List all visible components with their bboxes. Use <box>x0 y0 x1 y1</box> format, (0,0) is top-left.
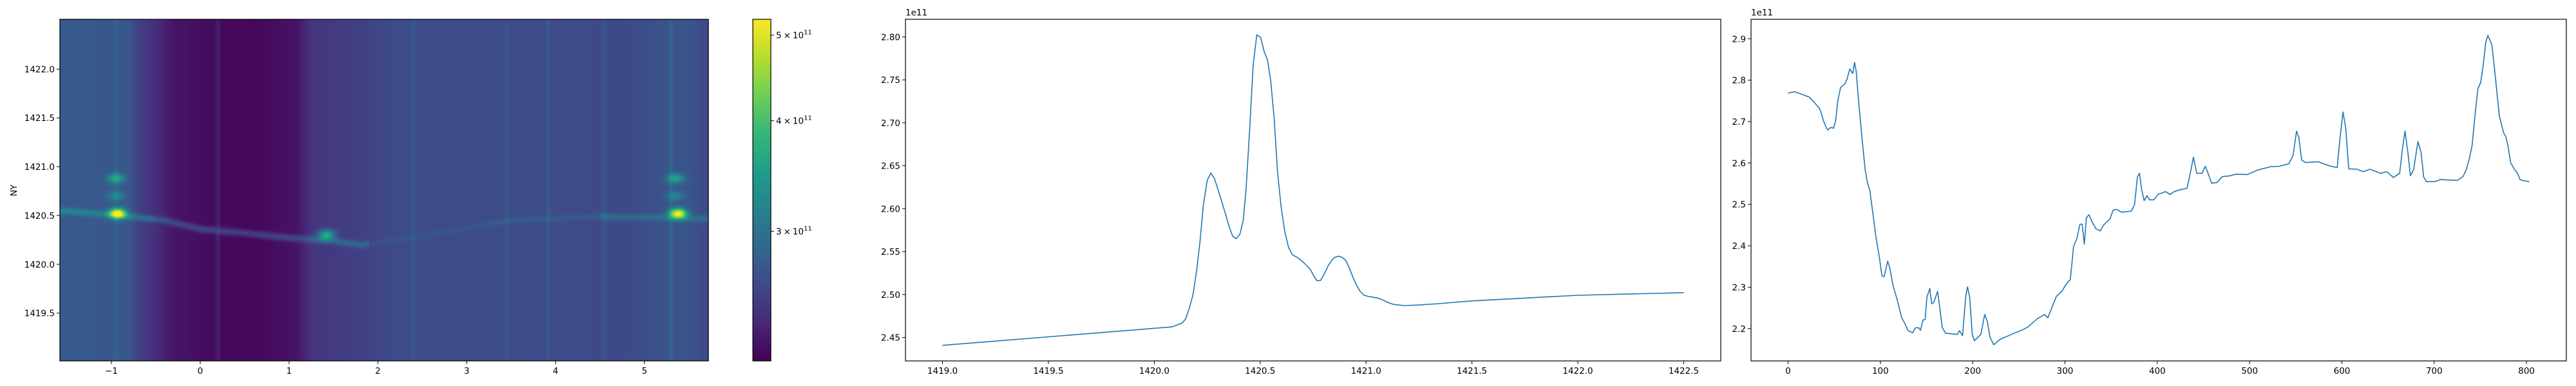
x-tick-label: 800 <box>2518 366 2535 376</box>
colorbar-tick-base: 10 <box>793 226 804 237</box>
x-tick-label: 700 <box>2426 366 2443 376</box>
x-tick-label: 1420.5 <box>1245 366 1275 376</box>
x-tick-label: −1 <box>105 366 118 376</box>
y-tick-label: 2.8 <box>1732 76 1746 86</box>
y-tick-label: 2.2 <box>1732 324 1746 335</box>
x-tick-label: 1421.5 <box>1457 366 1487 376</box>
heatmap-ylabel: NY <box>9 184 19 196</box>
y-tick-label: 2.4 <box>1732 241 1746 252</box>
y-tick-label: 2.55 <box>881 247 900 257</box>
y-tick-label: 2.65 <box>881 161 900 172</box>
x-tick-label: 500 <box>2241 366 2258 376</box>
x-tick-label: 200 <box>1964 366 1981 376</box>
y-tick-label: 2.6 <box>1732 158 1746 169</box>
colorbar-tick-mantissa: 5 <box>776 31 782 41</box>
axes-frame-0 <box>59 19 709 362</box>
colorbar-tick-mantissa: 3 <box>776 226 782 237</box>
colorbar-tick-label: 3 × 1011 <box>776 225 812 237</box>
x-tick-label: 300 <box>2057 366 2074 376</box>
x-tick-label: 2 <box>375 366 381 376</box>
x-tick-label: 4 <box>553 366 558 376</box>
axes-frame-1 <box>905 19 1721 362</box>
x-tick-label: 100 <box>1872 366 1889 376</box>
x-tick-label: 5 <box>641 366 647 376</box>
colorbar-tick-exponent: 11 <box>804 225 812 232</box>
colorbar-tick-base: 10 <box>793 116 804 127</box>
y-tick-label: 2.80 <box>881 32 900 42</box>
offset-text: 1e11 <box>1751 8 1773 18</box>
y-tick-label: 2.3 <box>1732 282 1746 293</box>
x-tick-label: 1422.0 <box>1562 366 1593 376</box>
series-line-2 <box>1788 35 2530 345</box>
y-tick-label: 1420.0 <box>24 260 55 270</box>
x-tick-label: 1422.5 <box>1669 366 1699 376</box>
y-tick-label: 1419.5 <box>24 309 55 319</box>
x-tick-label: 0 <box>198 366 204 376</box>
series-line-1 <box>942 34 1684 346</box>
colorbar-tick-times: × <box>784 31 791 41</box>
y-tick-label: 2.70 <box>881 118 900 129</box>
colorbar-tick-exponent: 11 <box>804 30 812 37</box>
heatmap-image <box>60 19 708 361</box>
y-tick-label: 2.60 <box>881 204 900 214</box>
y-tick-label: 1421.5 <box>24 113 55 124</box>
x-tick-label: 0 <box>1785 366 1791 376</box>
x-tick-label: 1420.0 <box>1139 366 1170 376</box>
colorbar-frame <box>752 19 772 362</box>
colorbar-tick-times: × <box>784 226 791 237</box>
y-tick-label: 2.75 <box>881 75 900 86</box>
y-tick-label: 1421.0 <box>24 162 55 172</box>
y-tick-label: 1420.5 <box>24 211 55 221</box>
y-tick-label: 2.5 <box>1732 200 1746 210</box>
y-tick-label: 2.50 <box>881 290 900 300</box>
colorbar-tick-exponent: 11 <box>804 115 812 122</box>
colorbar-tick-label: 4 × 1011 <box>776 115 812 127</box>
y-tick-label: 1422.0 <box>24 64 55 75</box>
offset-text: 1e11 <box>905 8 927 18</box>
colorbar-tick-mantissa: 4 <box>776 116 782 127</box>
colorbar-tick-base: 10 <box>793 31 804 41</box>
colorbar-gradient <box>753 19 771 361</box>
y-tick-label: 2.7 <box>1732 117 1746 127</box>
x-tick-label: 3 <box>464 366 469 376</box>
y-tick-label: 2.9 <box>1732 34 1746 44</box>
x-tick-label: 1 <box>287 366 292 376</box>
x-tick-label: 1421.0 <box>1351 366 1381 376</box>
axes-frame-2 <box>1750 19 2567 362</box>
x-tick-label: 400 <box>2149 366 2166 376</box>
y-tick-label: 2.45 <box>881 333 900 344</box>
x-tick-label: 1419.0 <box>927 366 958 376</box>
x-tick-label: 1419.5 <box>1033 366 1063 376</box>
x-tick-label: 600 <box>2334 366 2351 376</box>
colorbar-tick-times: × <box>784 116 791 127</box>
colorbar-tick-label: 5 × 1011 <box>776 30 812 41</box>
